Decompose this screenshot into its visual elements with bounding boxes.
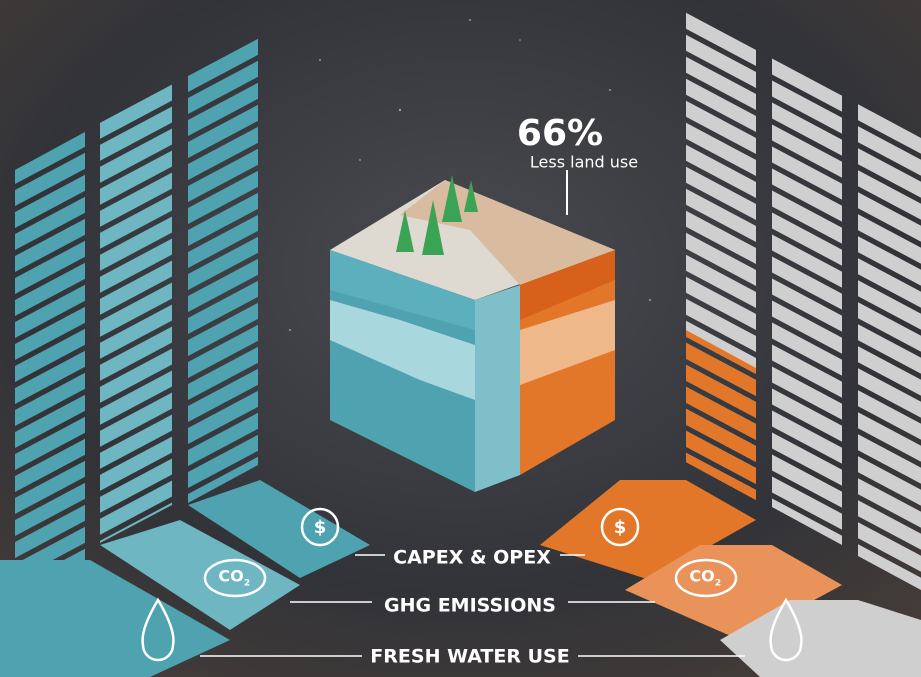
infographic: 66% Less land use CAPEX & OPEX GHG EMISS… [0,0,921,677]
headline-label: Less land use [530,153,638,172]
headline-value: 66% [517,113,603,154]
page: 66% Less land use CAPEX & OPEX GHG EMISS… [0,0,921,677]
row-label: CAPEX & OPEX [393,547,551,569]
co2-icon: CO [218,567,243,586]
co2-subscript: 2 [244,579,250,589]
row-label: GHG EMISSIONS [384,595,556,617]
co2-subscript: 2 [715,579,721,589]
currency-icon: $ [614,517,627,538]
currency-icon: $ [314,517,327,538]
co2-icon: CO [689,567,714,586]
row-label: FRESH WATER USE [370,646,569,668]
